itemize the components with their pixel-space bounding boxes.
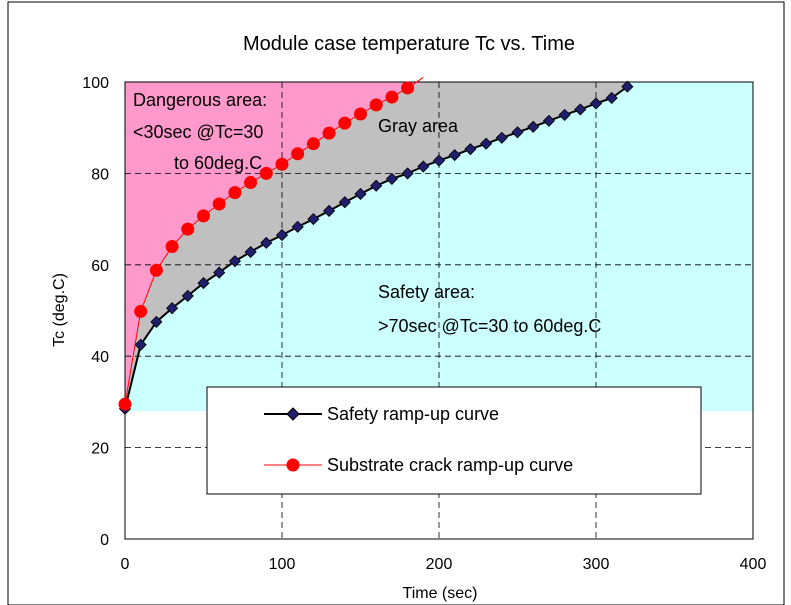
crack-point: [401, 81, 415, 95]
annotation-safety-line-1: Safety area:: [378, 282, 475, 302]
legend: Safety ramp-up curve Substrate crack ram…: [206, 386, 702, 495]
legend-safety-label: Safety ramp-up curve: [327, 404, 499, 424]
safety-point: [260, 236, 273, 249]
safety-point: [621, 80, 634, 93]
crack-point: [181, 222, 195, 236]
y-tick-label: 0: [100, 532, 109, 549]
legend-crack-label: Substrate crack ramp-up curve: [327, 455, 573, 475]
crack-point: [228, 186, 242, 200]
annotation-safety: Safety area: >70sec @Tc=30 to 60deg.C: [378, 282, 601, 336]
y-axis-title: Tc (deg.C): [51, 273, 68, 347]
safety-point: [338, 196, 351, 209]
safety-point: [511, 126, 524, 139]
annotation-dangerous: Dangerous area: <30sec @Tc=30 to 60deg.C: [133, 90, 267, 173]
x-axis-title: Time (sec): [403, 585, 478, 602]
safety-point: [150, 315, 163, 328]
safety-point: [495, 131, 508, 144]
safety-point: [354, 187, 367, 201]
y-tick-label: 20: [91, 441, 109, 458]
crack-point: [212, 197, 226, 211]
legend-safety-marker: [286, 407, 300, 421]
region-gray: [125, 82, 628, 409]
crack-point: [291, 147, 305, 161]
annotation-dangerous-line-3: to 60deg.C: [174, 153, 262, 173]
safety-point: [605, 91, 618, 105]
crack-point: [275, 157, 289, 171]
legend-box: [206, 386, 702, 495]
tick-labels: 0 20 40 60 80 100 0 100 200 300 400: [82, 75, 766, 573]
safety-point: [448, 149, 461, 162]
series: [118, 76, 634, 415]
crack-point: [306, 137, 320, 151]
crack-point: [149, 263, 163, 277]
annotation-gray: Gray area: [378, 116, 459, 136]
crack-point: [354, 107, 367, 121]
crack-point: [385, 90, 399, 104]
safety-point: [527, 120, 540, 133]
crack-point: [134, 304, 148, 318]
safety-point: [432, 154, 446, 167]
safety-point: [574, 103, 587, 116]
safety-point: [134, 338, 147, 351]
safety-point: [558, 108, 571, 121]
legend-crack-marker: [286, 458, 300, 472]
safety-point: [589, 97, 603, 110]
chart-title: Module case temperature Tc vs. Time: [243, 33, 575, 55]
x-tick-label: 300: [583, 556, 610, 573]
crack-point: [338, 116, 352, 130]
y-tick-label: 60: [91, 258, 109, 275]
safety-point: [213, 266, 226, 279]
crack-point: [165, 240, 179, 254]
safety-point: [385, 172, 398, 185]
safety-point: [370, 179, 383, 192]
safety-point: [166, 302, 179, 315]
safety-point: [307, 213, 320, 226]
safety-point: [228, 255, 241, 268]
plot-border: [124, 81, 754, 540]
safety-point: [197, 277, 210, 290]
x-tick-label: 100: [269, 556, 296, 573]
annotation-dangerous-line-2: <30sec @Tc=30: [133, 122, 263, 142]
safety-point: [464, 143, 477, 156]
safety-point: [323, 204, 336, 217]
safety-point: [401, 167, 414, 180]
safety-point: [275, 229, 289, 242]
crack-point: [244, 176, 258, 190]
safety-point: [181, 289, 194, 302]
y-tick-label: 40: [91, 349, 109, 366]
safety-point: [542, 114, 555, 127]
safety-point: [244, 245, 257, 259]
annotation-safety-line-2: >70sec @Tc=30 to 60deg.C: [378, 316, 601, 336]
safety-point: [291, 220, 304, 233]
y-tick-label: 80: [91, 166, 109, 183]
crack-point: [369, 98, 383, 112]
safety-point: [480, 137, 493, 150]
crack-point: [197, 209, 210, 223]
plot-area: 0 20 40 60 80 100 0 100 200 300 400: [82, 75, 766, 573]
crack-point: [322, 126, 336, 140]
y-tick-label: 100: [82, 75, 109, 92]
annotation-dangerous-line-1: Dangerous area:: [133, 90, 267, 110]
crack-point: [118, 397, 132, 411]
x-tick-label: 200: [426, 556, 453, 573]
x-tick-label: 400: [740, 556, 767, 573]
x-tick-label: 0: [121, 556, 130, 573]
region-dangerous: [125, 82, 424, 405]
safety-point: [417, 160, 430, 173]
crack-point: [259, 166, 273, 180]
